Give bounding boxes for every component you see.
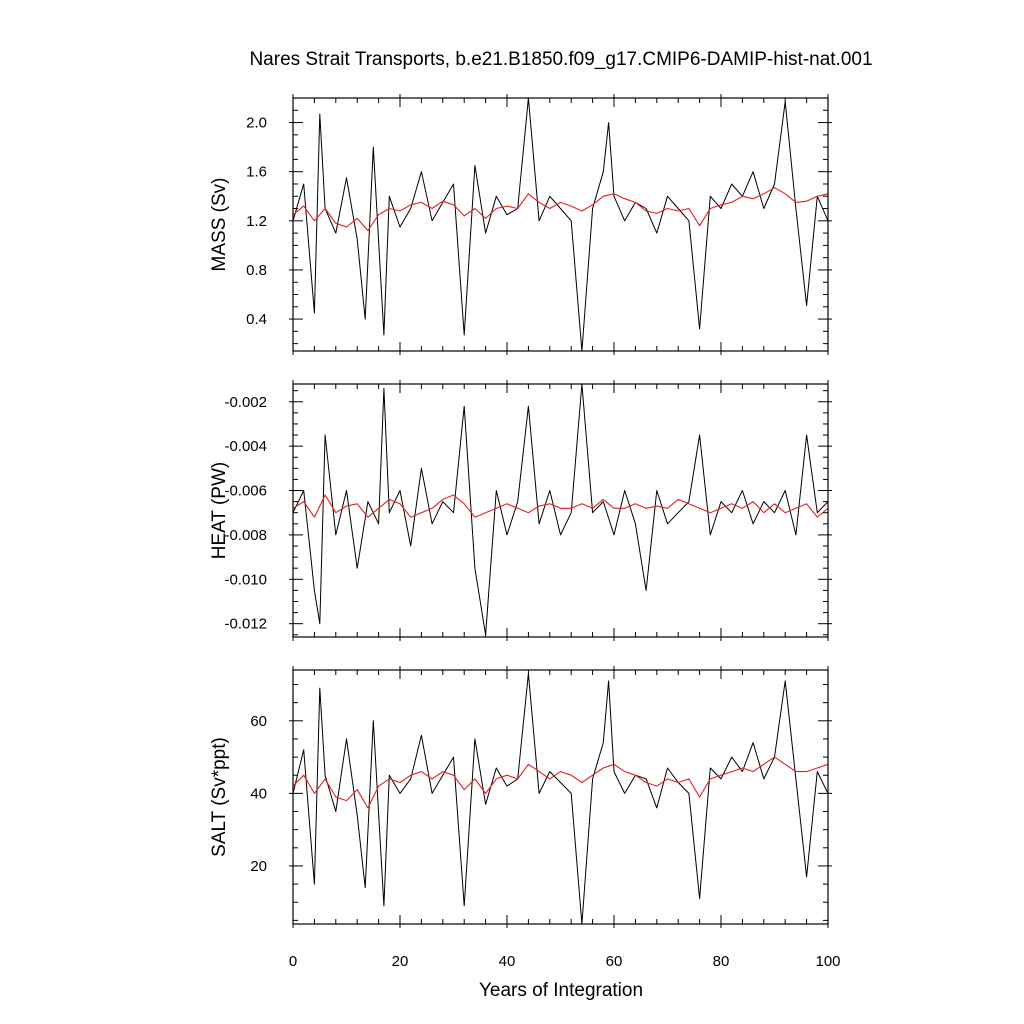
- panel-2-frame: [292, 383, 829, 638]
- chart-title: Nares Strait Transports, b.e21.B1850.f09…: [249, 49, 872, 70]
- panel-3-series-1-line: [292, 673, 829, 925]
- x-tick-label: 0: [289, 953, 297, 970]
- panel-1-series-1-line: [292, 97, 829, 352]
- panel-2-y-tick-label: -0.002: [224, 394, 267, 411]
- x-tick-label: 40: [499, 953, 516, 970]
- panel-1-frame: [292, 97, 829, 352]
- panel-3-y-tick-label: 20: [250, 858, 267, 875]
- x-tick-label: 100: [815, 953, 840, 970]
- panel-1-y-tick-label: 0.4: [246, 311, 267, 328]
- panel-2-y-tick-label: -0.010: [224, 571, 267, 588]
- panel-1-y-tick-label: 2.0: [246, 115, 267, 132]
- panel-2-y-axis-label: HEAT (PW): [209, 462, 230, 559]
- panel-2-series-1-line: [292, 383, 829, 636]
- x-tick-label: 80: [713, 953, 730, 970]
- panel-3-y-axis-label: SALT (Sv*ppt): [209, 737, 230, 857]
- panel-3-frame: [292, 669, 829, 925]
- x-tick-label: 20: [392, 953, 409, 970]
- panel-3-y-tick-label: 40: [250, 785, 267, 802]
- panel-1: 0.4 0.8 1.2 1.6 2.0 MASS (Sv): [209, 94, 832, 355]
- panel-3-series-2-line: [292, 756, 829, 809]
- panel-3-y-tick-label: 60: [250, 713, 267, 730]
- panel-3: 20 40 60 SALT (Sv*ppt): [209, 666, 832, 928]
- panel-1-y-tick-label: 1.6: [246, 164, 267, 181]
- panel-1-series-2-line: [292, 187, 829, 232]
- panel-1-y-tick-label: 1.2: [246, 213, 267, 230]
- panel-2-y-tick-label: -0.006: [224, 483, 267, 500]
- panel-2-y-tick-label: -0.004: [224, 438, 267, 455]
- x-axis-label: Years of Integration: [479, 980, 643, 1001]
- panel-2-y-tick-label: -0.008: [224, 527, 267, 544]
- panel-1-y-tick-label: 0.8: [246, 262, 267, 279]
- x-tick-label: 60: [606, 953, 623, 970]
- panel-1-y-axis-label: MASS (Sv): [209, 178, 230, 272]
- panel-2-y-tick-label: -0.012: [224, 616, 267, 633]
- panel-2-series-2-line: [292, 494, 829, 518]
- panel-2: -0.012 -0.010 -0.008 -0.006 -0.004 -0.002 HEAT…: [209, 380, 832, 641]
